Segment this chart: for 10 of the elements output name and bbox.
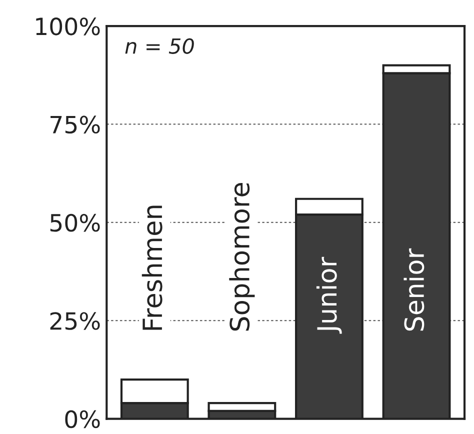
x-tick-label: Junior: [316, 256, 342, 334]
y-tick-label: 25%: [50, 312, 100, 330]
y-tick-label: 100%: [36, 17, 100, 36]
y-tick-label: 50%: [50, 214, 100, 232]
x-tick-label: Sophomore: [229, 182, 255, 331]
annotation: n = 50: [125, 38, 194, 54]
y-tick-label: 75%: [50, 116, 100, 134]
x-tick-label: Freshmen: [142, 206, 162, 330]
y-tick-label: 0%: [65, 410, 100, 428]
x-tick-label: Senior: [404, 248, 424, 331]
